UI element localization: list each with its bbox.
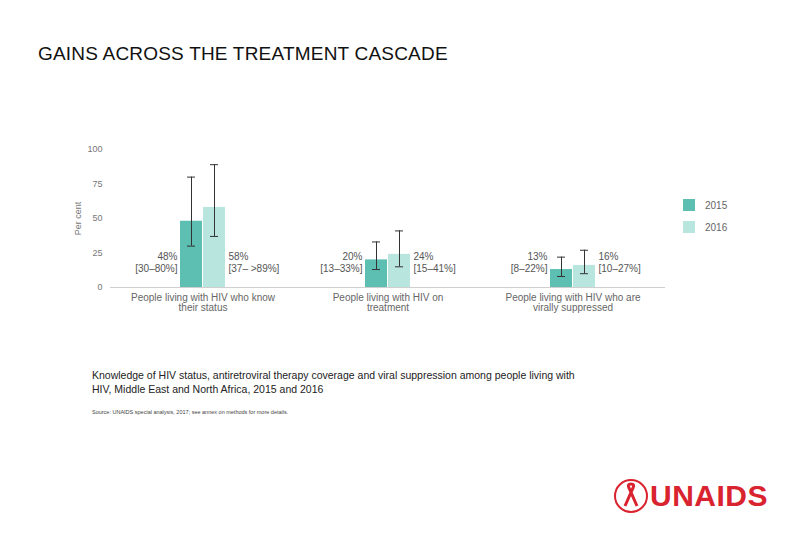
svg-text:58%: 58% <box>229 251 249 262</box>
html-text:UNAIDS: UNAIDS <box>650 479 768 512</box>
svg-text:[15–41%]: [15–41%] <box>414 263 456 274</box>
svg-text:75: 75 <box>92 179 102 189</box>
svg-text:50: 50 <box>92 213 102 223</box>
svg-text:[30–80%]: [30–80%] <box>135 263 177 274</box>
svg-text:25: 25 <box>92 248 102 258</box>
svg-text:13%: 13% <box>527 251 547 262</box>
html-text:Knowledge of HIV status, antir: Knowledge of HIV status, antiretroviral … <box>92 369 575 395</box>
svg-text:24%: 24% <box>414 251 434 262</box>
svg-text:100: 100 <box>87 144 102 154</box>
svg-text:[10–27%]: [10–27%] <box>599 263 641 274</box>
svg-text:[13–33%]: [13–33%] <box>320 263 362 274</box>
svg-text:Per cent: Per cent <box>73 201 83 235</box>
svg-text:[37– >89%]: [37– >89%] <box>229 263 280 274</box>
html-text:GAINS ACROSS THE TREATMENT CAS: GAINS ACROSS THE TREATMENT CASCADE <box>38 43 448 64</box>
html-text:2016: 2016 <box>705 221 728 233</box>
svg-text:0: 0 <box>97 282 102 292</box>
svg-text:People living with HIV who kno: People living with HIV who knowtheir sta… <box>131 292 276 313</box>
html-text:2015: 2015 <box>705 199 728 211</box>
svg-text:People living with HIV who are: People living with HIV who arevirally su… <box>505 292 641 313</box>
svg-text:People living with HIV ontreat: People living with HIV ontreatment <box>333 292 444 313</box>
svg-text:48%: 48% <box>157 251 177 262</box>
html-text:Source: UNAIDS special analysi: Source: UNAIDS special analysis, 2017; s… <box>92 409 289 415</box>
svg-text:16%: 16% <box>599 251 619 262</box>
svg-text:[8–22%]: [8–22%] <box>511 263 548 274</box>
svg-text:20%: 20% <box>342 251 362 262</box>
